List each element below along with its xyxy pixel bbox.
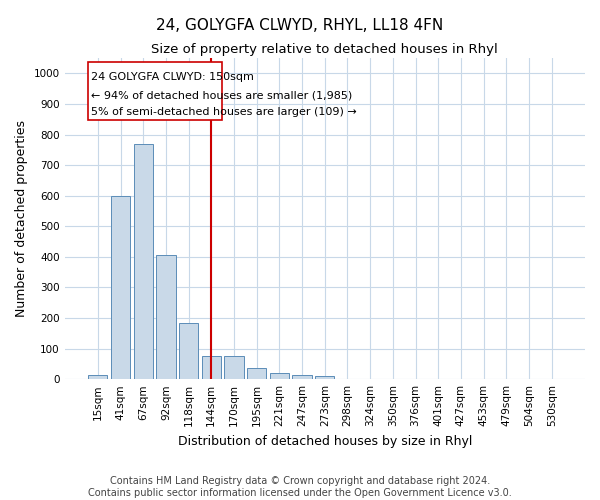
Bar (156, 256, 176, 379)
Text: 24, GOLYGFA CLWYD, RHYL, LL18 4FN: 24, GOLYGFA CLWYD, RHYL, LL18 4FN (157, 18, 443, 32)
Y-axis label: Number of detached properties: Number of detached properties (15, 120, 28, 317)
Bar (88, 374, 107, 379)
Bar (292, 374, 312, 379)
Text: 24 GOLYGFA CLWYD: 150sqm: 24 GOLYGFA CLWYD: 150sqm (91, 72, 254, 82)
Title: Size of property relative to detached houses in Rhyl: Size of property relative to detached ho… (151, 42, 498, 56)
Bar (270, 373, 289, 379)
Bar (202, 356, 221, 379)
Bar (134, 144, 153, 379)
Text: 5% of semi-detached houses are larger (109) →: 5% of semi-detached houses are larger (1… (91, 107, 357, 117)
Bar (111, 196, 130, 379)
Text: Contains HM Land Registry data © Crown copyright and database right 2024.
Contai: Contains HM Land Registry data © Crown c… (88, 476, 512, 498)
Bar (179, 322, 198, 379)
Text: ← 94% of detached houses are smaller (1,985): ← 94% of detached houses are smaller (1,… (91, 90, 352, 101)
Bar (315, 376, 334, 379)
Bar (88, 62, 222, 120)
X-axis label: Distribution of detached houses by size in Rhyl: Distribution of detached houses by size … (178, 434, 472, 448)
Bar (224, 356, 244, 379)
Bar (247, 368, 266, 379)
